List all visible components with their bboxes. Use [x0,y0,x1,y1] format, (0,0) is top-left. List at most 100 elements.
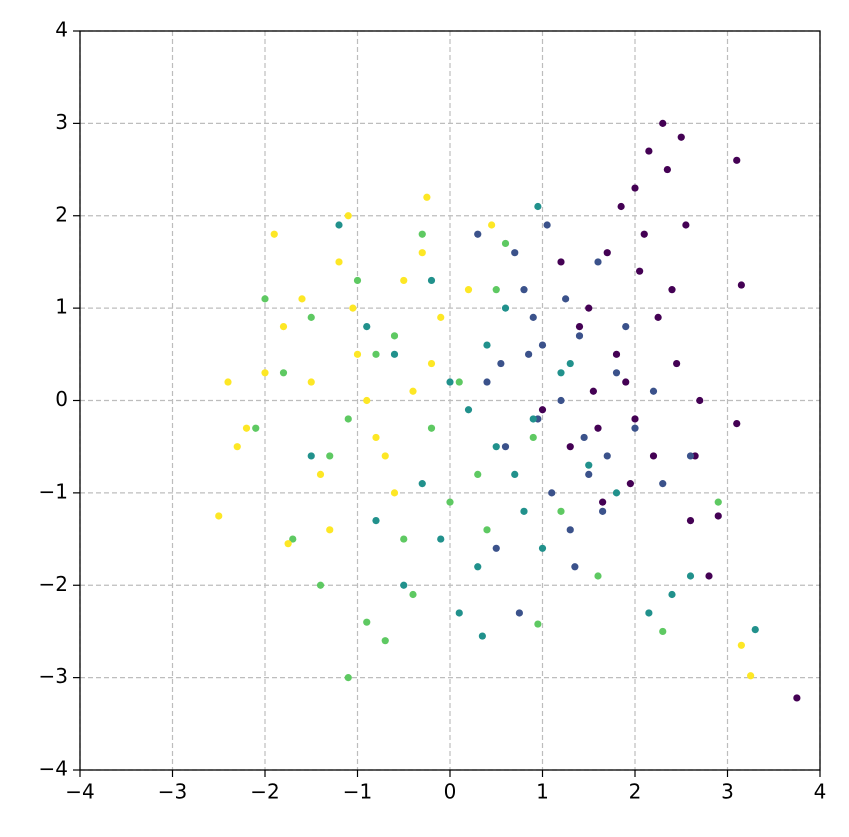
scatter-point [557,507,565,515]
scatter-point [344,674,352,682]
scatter-point [390,489,399,497]
scatter-point [585,470,593,478]
scatter-point [534,620,542,628]
x-tick-label: −1 [343,780,372,804]
scatter-point [488,221,496,229]
scatter-point [409,590,417,599]
scatter-point [603,249,611,257]
scatter-point [335,221,343,229]
scatter-point [571,563,579,571]
scatter-point [747,672,755,680]
scatter-point [538,406,547,414]
x-tick-label: 1 [536,780,549,804]
scatter-point [483,378,491,386]
scatter-point [372,350,380,358]
scatter-point [446,498,454,506]
scatter-point [344,212,352,220]
scatter-point [612,489,621,497]
scatter-point [307,313,315,321]
scatter-point [525,350,533,358]
scatter-point [261,369,269,377]
scatter-point [649,387,658,395]
scatter-point [589,387,597,395]
scatter-point [737,281,745,289]
scatter-point [423,193,431,201]
scatter-point [363,396,371,405]
scatter-point [631,415,639,423]
scatter-point [326,526,334,534]
scatter-point [543,221,551,229]
scatter-point [307,378,315,386]
y-tick-label: −4 [39,757,68,781]
scatter-point [474,470,482,478]
scatter-point [483,341,491,349]
scatter-point [446,378,454,386]
scatter-point [566,359,574,368]
scatter-point [363,323,371,331]
scatter-point [252,424,260,432]
x-tick-label: 2 [629,780,642,804]
scatter-point [631,184,639,192]
scatter-point [501,304,510,312]
scatter-point [478,632,486,640]
x-tick-label: 3 [721,780,734,804]
scatter-point [501,239,510,248]
scatter-point [733,156,741,164]
scatter-point [677,133,685,141]
scatter-point [455,609,463,617]
scatter-point [714,512,722,520]
x-tick-label: 0 [444,780,457,804]
scatter-point [363,618,371,626]
scatter-point [529,415,537,423]
scatter-point [594,258,602,266]
scatter-point [492,544,500,552]
scatter-point [617,202,625,211]
scatter-point [640,230,648,238]
scatter-point [400,535,408,543]
scatter-point [733,419,741,428]
scatter-point [511,470,519,478]
scatter-point [566,443,574,451]
scatter-point [326,452,334,460]
scatter-point [344,415,352,423]
scatter-point [548,489,556,497]
scatter-point [390,332,399,340]
scatter-point [562,295,570,303]
scatter-point [520,286,528,294]
y-tick-label: −3 [39,664,68,688]
scatter-point [705,572,713,580]
scatter-point [381,452,389,460]
scatter-point [612,350,621,358]
x-tick-label: −2 [250,780,279,804]
scatter-point [645,609,653,617]
scatter-point [737,641,745,649]
scatter-point [603,452,611,460]
x-tick-label: −4 [65,780,94,804]
scatter-point [515,609,523,617]
scatter-point [585,304,593,312]
scatter-point [316,581,325,589]
scatter-point [686,516,695,525]
scatter-point [483,526,491,534]
scatter-point [594,572,602,580]
scatter-point [673,359,681,368]
scatter-point [622,378,630,386]
scatter-point [686,452,695,460]
scatter-point [307,452,315,460]
scatter-point [381,637,389,645]
scatter-point [686,572,695,580]
scatter-point [233,443,241,451]
scatter-point [349,304,357,312]
scatter-point [474,230,482,238]
scatter-point [566,526,574,534]
scatter-point [622,323,630,331]
scatter-point [585,461,593,469]
scatter-point [335,258,343,266]
scatter-point [427,359,436,368]
scatter-point [659,480,667,488]
scatter-point [649,452,658,460]
scatter-point [279,369,288,377]
y-tick-label: −2 [39,572,68,596]
scatter-point [427,424,436,432]
scatter-point [696,396,704,405]
